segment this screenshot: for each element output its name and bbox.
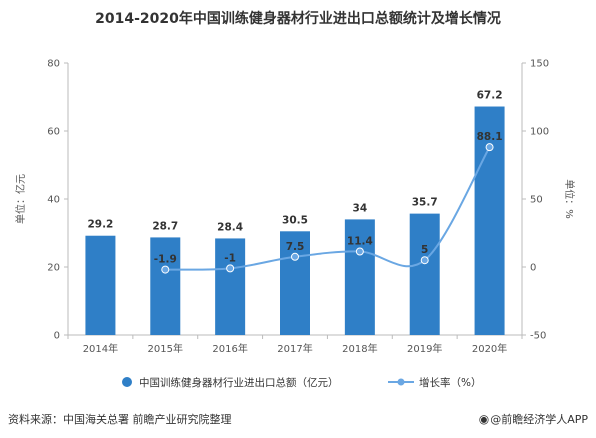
growth-rate-label: 7.5 <box>286 241 305 253</box>
growth-rate-point <box>420 256 429 265</box>
growth-rate-point <box>161 265 170 274</box>
bar <box>344 219 375 335</box>
y-right-tick-label: 100 <box>530 127 549 138</box>
x-tick-label: 2018年 <box>342 342 377 355</box>
x-tick-label: 2016年 <box>212 342 247 355</box>
bar-value-label: 34 <box>353 202 368 214</box>
growth-rate-label: 11.4 <box>347 235 373 247</box>
legend-line-point <box>397 378 405 386</box>
legend-bar-marker <box>122 377 132 387</box>
growth-rate-point <box>355 247 364 256</box>
bar <box>150 237 181 335</box>
x-tick-label: 2014年 <box>83 342 118 355</box>
y-right-tick-label: 150 <box>530 59 549 70</box>
y-left-tick-label: 20 <box>47 263 60 274</box>
bar <box>85 235 116 335</box>
bar-value-label: 28.4 <box>217 221 243 233</box>
legend-bar-label: 中国训练健身器材行业进出口总额（亿元） <box>139 376 339 389</box>
bar <box>409 213 440 335</box>
y-left-tick-label: 60 <box>47 127 60 138</box>
x-tick-label: 2019年 <box>407 342 442 355</box>
y-right-tick-label: 50 <box>530 195 543 206</box>
growth-rate-label: 88.1 <box>477 131 503 143</box>
chart-title: 2014-2020年中国训练健身器材行业进出口总额统计及增长情况 <box>95 11 501 27</box>
growth-rate-label: 5 <box>421 244 428 256</box>
y-left-tick-label: 40 <box>47 195 60 206</box>
y-right-tick-label: 0 <box>530 263 536 274</box>
growth-rate-point <box>226 264 235 273</box>
growth-rate-point <box>291 252 299 261</box>
y-right-axis-title: 单位：% <box>563 179 576 219</box>
source-note: 资料来源：中国海关总署 前瞻产业研究院整理 <box>8 413 232 426</box>
y-right-tick-label: -50 <box>530 331 546 342</box>
y-left-tick-label: 80 <box>47 59 60 70</box>
x-tick-label: 2015年 <box>148 342 183 355</box>
bar-value-label: 30.5 <box>282 214 308 226</box>
growth-rate-label: -1 <box>224 252 236 264</box>
bar-value-label: 28.7 <box>152 220 178 232</box>
x-tick-label: 2020年 <box>472 342 507 355</box>
brand-note: ◉@前瞻经济学人APP <box>479 411 588 427</box>
bar <box>215 238 246 335</box>
bar <box>280 231 310 335</box>
growth-rate-label: -1.9 <box>154 254 177 266</box>
y-left-tick-label: 0 <box>54 331 60 342</box>
growth-rate-line <box>165 146 491 271</box>
x-tick-label: 2017年 <box>277 342 312 355</box>
bar-value-label: 29.2 <box>87 219 113 231</box>
brand-icon: ◉ <box>478 412 490 426</box>
y-left-axis-title: 单位：亿元 <box>14 174 27 224</box>
bar-value-label: 35.7 <box>412 197 438 209</box>
legend-line-label: 增长率（%） <box>419 376 481 389</box>
brand-label: @前瞻经济学人APP <box>490 413 588 426</box>
bar-value-label: 67.2 <box>477 90 503 102</box>
growth-rate-point <box>485 143 494 152</box>
